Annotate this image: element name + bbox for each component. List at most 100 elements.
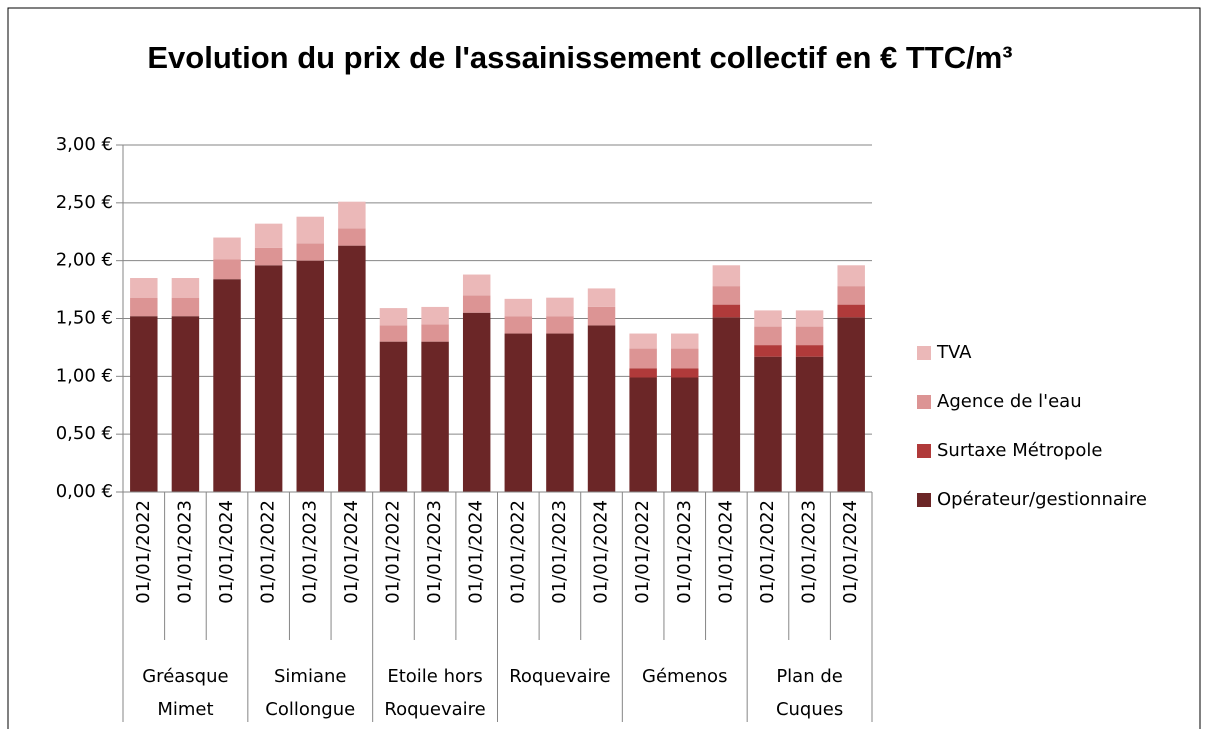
bar-segment: [462, 295, 491, 313]
bar-segment: [546, 316, 574, 334]
legend-label: TVA: [936, 342, 972, 363]
bar-segment: [712, 317, 741, 492]
x-tick-label: 01/01/2023: [674, 500, 695, 604]
y-tick-label: 0,00 €: [56, 481, 113, 502]
bar-segment: [296, 216, 324, 244]
bar-segment: [587, 306, 616, 326]
bar-segment: [671, 333, 699, 349]
bar-segment: [171, 316, 200, 492]
legend-swatch: [917, 493, 931, 507]
bar-segment: [795, 326, 824, 346]
bar-segment: [712, 286, 741, 305]
x-tick-label: 01/01/2023: [799, 500, 820, 604]
legend-swatch: [917, 395, 931, 409]
bar-segment: [171, 297, 200, 317]
bar-segment: [629, 348, 657, 369]
x-tick-label: 01/01/2024: [591, 500, 612, 604]
bar-segment: [338, 245, 366, 492]
bar-segment: [837, 304, 865, 318]
x-tick-label: 01/01/2023: [299, 500, 320, 604]
bar-segment: [837, 265, 865, 287]
bar-segment: [754, 310, 782, 327]
y-tick-label: 2,00 €: [56, 250, 113, 271]
x-tick-label: 01/01/2023: [424, 500, 445, 604]
bar-segment: [254, 223, 283, 248]
bar-segment: [379, 341, 408, 492]
bar-segment: [629, 333, 657, 349]
bar-segment: [213, 237, 241, 260]
y-tick-label: 2,50 €: [56, 192, 113, 213]
x-tick-label: 01/01/2022: [382, 500, 403, 604]
bar-segment: [296, 243, 324, 261]
bar-segment: [837, 317, 865, 492]
bar-segment: [504, 298, 533, 317]
bar-segment: [546, 297, 574, 317]
x-tick-label: 01/01/2024: [840, 500, 861, 604]
y-tick-label: 1,50 €: [56, 308, 113, 329]
bar-segment: [213, 259, 241, 280]
x-tick-label: 01/01/2024: [341, 500, 362, 604]
bar-segment: [629, 368, 657, 378]
bar-segment: [671, 368, 699, 378]
group-label: Etoile hors Roquevaire: [384, 666, 486, 720]
bar-segment: [338, 228, 366, 246]
chart-title: Evolution du prix de l'assainissement co…: [147, 40, 1013, 75]
legend-swatch: [917, 444, 931, 458]
group-label: Roquevaire: [509, 666, 611, 687]
bar-segment: [795, 356, 824, 492]
legend-label: Agence de l'eau: [937, 391, 1082, 412]
bar-segment: [130, 278, 158, 298]
bar-segment: [629, 377, 657, 492]
x-tick-label: 01/01/2023: [174, 500, 195, 604]
bar-segment: [421, 306, 449, 325]
bar-segment: [671, 348, 699, 369]
bar-segment: [254, 265, 283, 492]
bar-segment: [254, 247, 283, 266]
bar-segment: [421, 341, 449, 492]
legend-label: Surtaxe Métropole: [937, 440, 1102, 461]
bar-segment: [462, 312, 491, 492]
bar-segment: [795, 310, 824, 327]
x-tick-label: 01/01/2024: [715, 500, 736, 604]
bar-segment: [754, 326, 782, 346]
bar-segment: [754, 356, 782, 492]
bar-segment: [504, 333, 533, 492]
legend-swatch: [917, 346, 931, 360]
bar-segment: [379, 308, 408, 326]
x-tick-label: 01/01/2024: [466, 500, 487, 604]
bar-segment: [130, 316, 158, 492]
bar-segment: [795, 345, 824, 357]
x-tick-label: 01/01/2023: [549, 500, 570, 604]
legend-label: Opérateur/gestionnaire: [937, 489, 1147, 510]
x-tick-label: 01/01/2024: [216, 500, 237, 604]
bar-segment: [421, 324, 449, 342]
group-label: Plan de Cuques: [775, 666, 844, 720]
bar-segment: [754, 345, 782, 357]
group-label: Gémenos: [642, 666, 728, 687]
bar-segment: [712, 304, 741, 318]
bar-segment: [587, 325, 616, 492]
x-tick-label: 01/01/2022: [757, 500, 778, 604]
x-tick-label: 01/01/2022: [133, 500, 154, 604]
y-tick-label: 1,00 €: [56, 365, 113, 386]
bar-segment: [712, 265, 741, 287]
bar-segment: [837, 286, 865, 305]
group-label: Simiane Collongue: [265, 666, 356, 720]
bar-segment: [587, 288, 616, 307]
y-tick-label: 3,00 €: [56, 134, 113, 155]
bar-segment: [462, 274, 491, 296]
x-tick-label: 01/01/2022: [507, 500, 528, 604]
bar-segment: [379, 325, 408, 342]
bar-segment: [130, 297, 158, 317]
x-tick-label: 01/01/2022: [632, 500, 653, 604]
bar-segment: [213, 279, 241, 492]
y-tick-label: 0,50 €: [56, 423, 113, 444]
bar-segment: [504, 316, 533, 334]
bar-segment: [171, 278, 200, 298]
x-tick-label: 01/01/2022: [258, 500, 279, 604]
bar-segment: [296, 260, 324, 492]
bar-segment: [338, 201, 366, 229]
group-label: Gréasque Mimet: [142, 666, 229, 720]
